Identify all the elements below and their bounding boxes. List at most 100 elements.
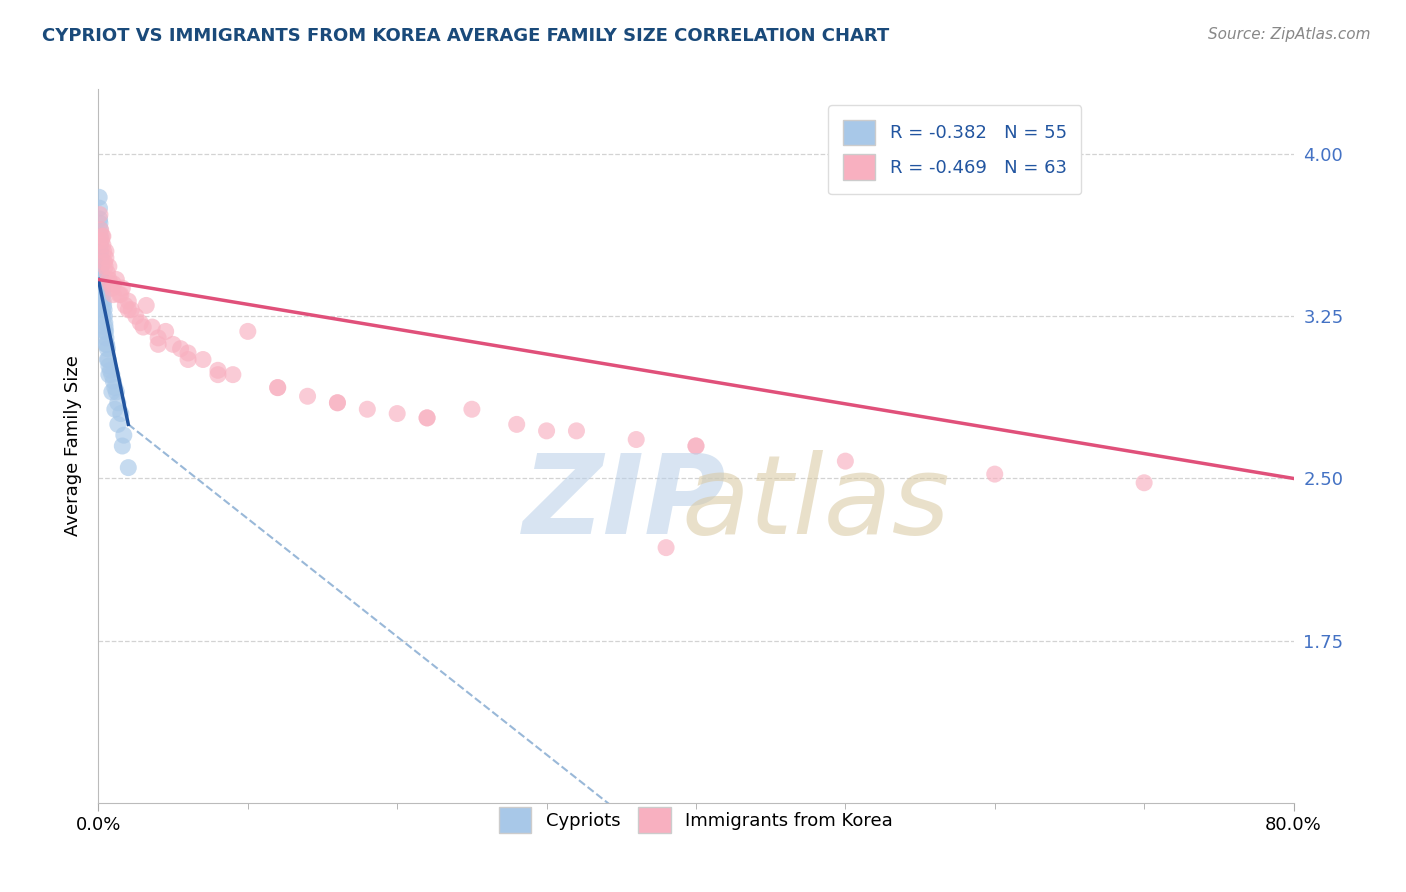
Point: [97, 260, 120, 274]
Legend: Cypriots, Immigrants from Korea: Cypriots, Immigrants from Korea: [492, 800, 900, 840]
Point: [91, 310, 114, 324]
Point: [162, 337, 184, 351]
Point: [112, 428, 135, 442]
Point: [91, 277, 114, 291]
Point: [93, 298, 115, 312]
Point: [104, 402, 127, 417]
Point: [111, 281, 134, 295]
Point: [89, 272, 111, 286]
Point: [89, 244, 111, 259]
Point: [103, 374, 125, 388]
Point: [125, 310, 148, 324]
Point: [94, 316, 117, 330]
Point: [565, 424, 588, 438]
Point: [111, 439, 134, 453]
Point: [297, 389, 319, 403]
Point: [91, 302, 114, 317]
Point: [984, 467, 1007, 482]
Point: [117, 302, 139, 317]
Point: [101, 281, 124, 295]
Point: [155, 325, 177, 339]
Text: ZIP: ZIP: [523, 450, 725, 557]
Point: [101, 384, 124, 399]
Point: [90, 255, 112, 269]
Point: [108, 287, 131, 301]
Point: [110, 407, 132, 421]
Point: [94, 260, 117, 274]
Point: [685, 439, 707, 453]
Point: [89, 223, 111, 237]
Point: [416, 410, 439, 425]
Point: [103, 277, 125, 291]
Point: [177, 346, 200, 360]
Point: [267, 381, 290, 395]
Point: [89, 216, 111, 230]
Point: [101, 368, 124, 382]
Point: [89, 229, 111, 244]
Point: [326, 396, 349, 410]
Text: atlas: atlas: [681, 450, 950, 557]
Point: [117, 294, 139, 309]
Point: [96, 352, 118, 367]
Point: [506, 417, 529, 432]
Point: [107, 417, 129, 432]
Point: [90, 234, 112, 248]
Point: [90, 223, 112, 237]
Point: [93, 244, 115, 259]
Point: [141, 320, 163, 334]
Point: [93, 302, 115, 317]
Point: [117, 460, 139, 475]
Point: [356, 402, 378, 417]
Point: [96, 342, 118, 356]
Point: [536, 424, 558, 438]
Point: [104, 381, 127, 395]
Point: [626, 433, 648, 447]
Point: [91, 229, 114, 244]
Point: [98, 363, 122, 377]
Point: [94, 325, 117, 339]
Point: [135, 298, 157, 312]
Point: [90, 287, 112, 301]
Point: [129, 316, 152, 330]
Point: [120, 302, 142, 317]
Point: [97, 359, 120, 373]
Point: [326, 396, 349, 410]
Point: [177, 352, 200, 367]
Text: Source: ZipAtlas.com: Source: ZipAtlas.com: [1208, 27, 1371, 42]
Point: [94, 251, 117, 265]
Point: [90, 272, 112, 286]
Point: [96, 266, 118, 280]
Point: [169, 342, 191, 356]
Point: [103, 287, 125, 301]
Point: [685, 439, 707, 453]
Point: [89, 238, 111, 252]
Point: [97, 272, 120, 286]
Point: [91, 287, 114, 301]
Point: [93, 325, 115, 339]
Point: [90, 260, 112, 274]
Point: [90, 281, 112, 295]
Point: [89, 255, 111, 269]
Point: [222, 368, 245, 382]
Point: [91, 281, 114, 295]
Point: [90, 266, 112, 280]
Point: [90, 244, 112, 259]
Point: [1133, 475, 1156, 490]
Point: [89, 211, 111, 226]
Point: [93, 255, 115, 269]
Point: [105, 272, 128, 286]
Point: [96, 337, 118, 351]
Point: [416, 410, 439, 425]
Point: [97, 352, 120, 367]
Point: [110, 287, 132, 301]
Point: [132, 320, 155, 334]
Point: [236, 325, 259, 339]
Point: [94, 331, 117, 345]
Point: [89, 201, 111, 215]
Point: [89, 208, 111, 222]
Point: [89, 234, 111, 248]
Point: [94, 244, 117, 259]
Point: [91, 294, 114, 309]
Point: [91, 229, 114, 244]
Point: [385, 407, 409, 421]
